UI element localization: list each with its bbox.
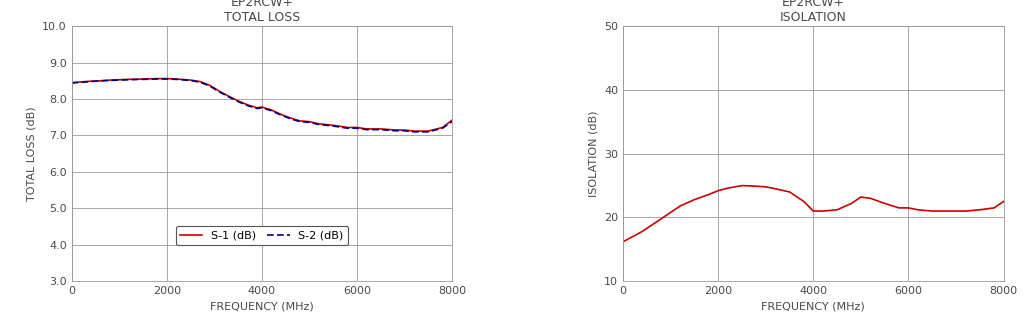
- Y-axis label: TOTAL LOSS (dB): TOTAL LOSS (dB): [27, 106, 37, 201]
- Line: S-2 (dB): S-2 (dB): [72, 79, 452, 132]
- S-1 (dB): [204, 83, 216, 87]
- S-1 (dB): [285, 116, 297, 120]
- S-2 (dB): [161, 77, 173, 81]
- Line: S-1 (dB): S-1 (dB): [72, 78, 452, 131]
- S-2 (dB): [137, 77, 150, 81]
- S-2 (dB): [341, 126, 353, 130]
- S-1 (dB): [213, 89, 225, 93]
- S-1 (dB): [341, 126, 353, 129]
- S-1 (dB): [436, 126, 449, 129]
- Y-axis label: ISOLATION (dB): ISOLATION (dB): [589, 111, 599, 197]
- S-1 (dB): [351, 126, 364, 129]
- S-1 (dB): [85, 79, 97, 83]
- S-1 (dB): [242, 103, 254, 107]
- S-1 (dB): [251, 106, 263, 110]
- S-2 (dB): [242, 104, 254, 108]
- S-1 (dB): [113, 78, 125, 82]
- S-2 (dB): [75, 80, 87, 84]
- Legend: S-1 (dB), S-2 (dB): S-1 (dB), S-2 (dB): [175, 226, 348, 245]
- S-2 (dB): [222, 95, 234, 99]
- S-1 (dB): [445, 118, 458, 122]
- S-2 (dB): [274, 113, 287, 117]
- S-2 (dB): [256, 106, 268, 110]
- S-2 (dB): [327, 124, 339, 128]
- S-2 (dB): [94, 79, 106, 83]
- S-1 (dB): [103, 78, 116, 82]
- S-2 (dB): [194, 80, 206, 84]
- S-2 (dB): [66, 81, 78, 85]
- S-2 (dB): [303, 120, 315, 124]
- S-2 (dB): [123, 78, 135, 82]
- S-1 (dB): [222, 94, 234, 98]
- S-2 (dB): [398, 129, 411, 133]
- S-2 (dB): [231, 100, 244, 104]
- S-2 (dB): [360, 128, 373, 131]
- S-2 (dB): [152, 77, 164, 81]
- S-1 (dB): [265, 108, 278, 112]
- S-1 (dB): [152, 77, 164, 80]
- S-1 (dB): [327, 123, 339, 127]
- S-2 (dB): [436, 126, 449, 130]
- S-2 (dB): [251, 107, 263, 111]
- S-1 (dB): [256, 105, 268, 109]
- S-1 (dB): [94, 79, 106, 83]
- S-2 (dB): [170, 77, 182, 81]
- S-2 (dB): [389, 129, 401, 133]
- S-2 (dB): [285, 117, 297, 121]
- S-1 (dB): [184, 78, 197, 82]
- Title: EP2RCW+
ISOLATION: EP2RCW+ ISOLATION: [780, 0, 847, 24]
- S-1 (dB): [137, 77, 150, 81]
- S-2 (dB): [213, 90, 225, 94]
- S-1 (dB): [161, 77, 173, 80]
- S-2 (dB): [375, 128, 387, 131]
- S-2 (dB): [204, 84, 216, 88]
- S-1 (dB): [375, 127, 387, 131]
- S-1 (dB): [312, 122, 325, 126]
- S-1 (dB): [66, 81, 78, 85]
- S-1 (dB): [170, 77, 182, 81]
- S-2 (dB): [294, 120, 306, 124]
- S-1 (dB): [389, 128, 401, 132]
- S-1 (dB): [408, 129, 420, 133]
- S-2 (dB): [85, 79, 97, 83]
- S-2 (dB): [265, 109, 278, 113]
- Title: EP2RCW+
TOTAL LOSS: EP2RCW+ TOTAL LOSS: [223, 0, 300, 24]
- S-1 (dB): [303, 120, 315, 124]
- S-1 (dB): [398, 128, 411, 132]
- S-1 (dB): [194, 79, 206, 83]
- S-2 (dB): [351, 126, 364, 130]
- S-2 (dB): [422, 130, 434, 134]
- S-2 (dB): [312, 123, 325, 127]
- S-2 (dB): [445, 120, 458, 124]
- S-2 (dB): [113, 78, 125, 82]
- S-1 (dB): [274, 112, 287, 116]
- S-1 (dB): [360, 127, 373, 131]
- S-1 (dB): [294, 119, 306, 123]
- S-2 (dB): [184, 78, 197, 82]
- S-2 (dB): [103, 78, 116, 82]
- S-1 (dB): [75, 80, 87, 84]
- X-axis label: FREQUENCY (MHz): FREQUENCY (MHz): [762, 301, 865, 312]
- S-1 (dB): [123, 77, 135, 81]
- S-1 (dB): [422, 129, 434, 133]
- S-1 (dB): [231, 99, 244, 103]
- X-axis label: FREQUENCY (MHz): FREQUENCY (MHz): [210, 301, 313, 312]
- S-2 (dB): [408, 130, 420, 134]
